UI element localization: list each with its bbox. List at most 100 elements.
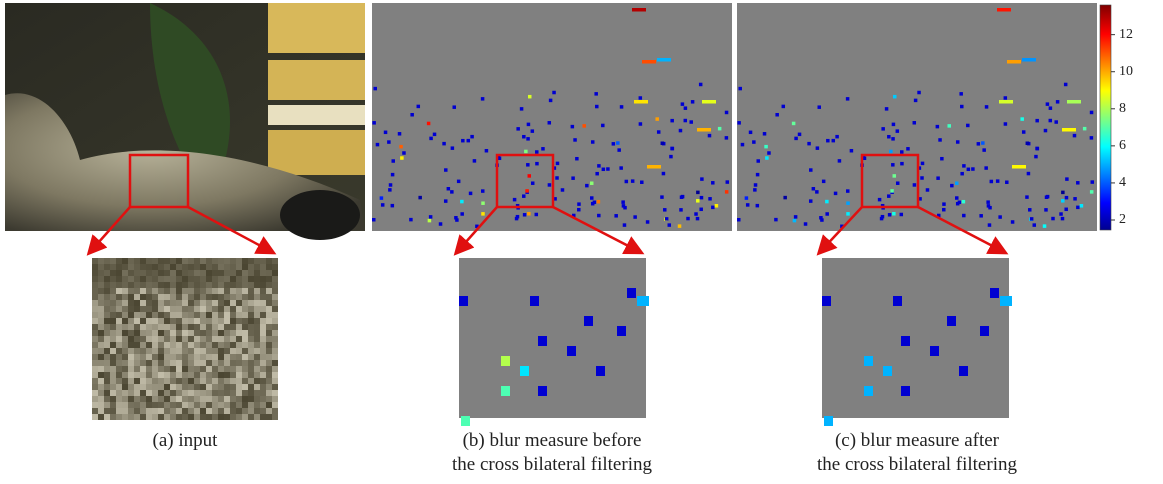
pixel (98, 324, 104, 330)
pixel (846, 212, 850, 216)
pixel (254, 306, 260, 312)
pixel (1035, 146, 1040, 151)
pixel (224, 294, 230, 300)
pixel (140, 258, 146, 264)
pixel (116, 384, 122, 390)
pixel (236, 306, 242, 312)
pixel (134, 324, 140, 330)
pixel (164, 270, 170, 276)
pixel (92, 336, 98, 342)
tick-label: 2 (1119, 212, 1126, 227)
pixel (194, 348, 200, 354)
pixel (176, 402, 182, 408)
pixel (1051, 216, 1055, 221)
pixel (116, 366, 122, 372)
arrow (453, 206, 498, 256)
pixel (122, 354, 128, 360)
input-zoom (92, 258, 278, 420)
pixel (1076, 205, 1080, 210)
pixel (206, 306, 212, 312)
pixel (140, 264, 146, 270)
pixel (140, 330, 146, 336)
pixel (254, 402, 260, 408)
pixel (248, 318, 254, 324)
pixel (218, 294, 224, 300)
pixel (656, 130, 661, 134)
pixel (98, 342, 104, 348)
pixel (619, 166, 623, 170)
pixel (516, 127, 520, 131)
pixel (170, 342, 176, 348)
pixel (887, 194, 891, 198)
pixel (170, 276, 176, 282)
pixel (182, 336, 188, 342)
pixel (134, 330, 140, 336)
pixel (170, 318, 176, 324)
pixel (164, 396, 170, 402)
pixel (116, 318, 122, 324)
pixel (783, 195, 787, 200)
pixel (548, 98, 553, 103)
pixel (791, 121, 796, 126)
pixel (158, 264, 164, 270)
pixel (938, 138, 942, 142)
pixel (110, 354, 116, 360)
tick-label: 8 (1119, 101, 1126, 116)
pixel (501, 356, 510, 366)
pixel (92, 318, 98, 324)
pixel (116, 408, 122, 414)
pixel (92, 366, 98, 372)
pixel (92, 264, 98, 270)
pixel (140, 294, 146, 300)
pixel (960, 171, 964, 176)
pixel (200, 354, 206, 360)
pixel (254, 372, 260, 378)
pixel (724, 136, 729, 140)
pixel (224, 402, 230, 408)
pixel (696, 199, 700, 203)
pixel (206, 384, 212, 390)
pixel (979, 214, 983, 218)
pixel (146, 402, 152, 408)
pixel (1010, 220, 1015, 224)
pixel (98, 300, 104, 306)
pixel (390, 203, 395, 208)
pixel (164, 300, 170, 306)
pixel (224, 330, 230, 336)
pixel (1062, 128, 1076, 132)
pixel (182, 342, 188, 348)
pixel (248, 348, 254, 354)
pixel (218, 348, 224, 354)
pixel (158, 396, 164, 402)
pixel (272, 414, 278, 420)
pixel (122, 324, 128, 330)
pixel (1029, 217, 1034, 221)
pixel (468, 191, 473, 196)
pixel (206, 276, 212, 282)
pixel (1007, 60, 1021, 64)
pixel (104, 378, 110, 384)
pixel (200, 318, 206, 324)
pixel (260, 396, 266, 402)
pixel (122, 288, 128, 294)
pixel (158, 330, 164, 336)
pixel (218, 306, 224, 312)
pixel (110, 300, 116, 306)
pixel (642, 60, 656, 64)
pixel (158, 378, 164, 384)
pixel (140, 378, 146, 384)
pixel (152, 282, 158, 288)
pixel (188, 348, 194, 354)
pixel (92, 360, 98, 366)
pixel (887, 134, 891, 139)
pixel (595, 104, 599, 109)
pixel (194, 312, 200, 318)
pixel (170, 312, 176, 318)
pixel (146, 288, 152, 294)
pixel (254, 258, 260, 264)
pixel (140, 348, 146, 354)
pixel (212, 336, 218, 342)
pixel (481, 201, 485, 205)
pixel (98, 318, 104, 324)
pixel (632, 8, 646, 12)
